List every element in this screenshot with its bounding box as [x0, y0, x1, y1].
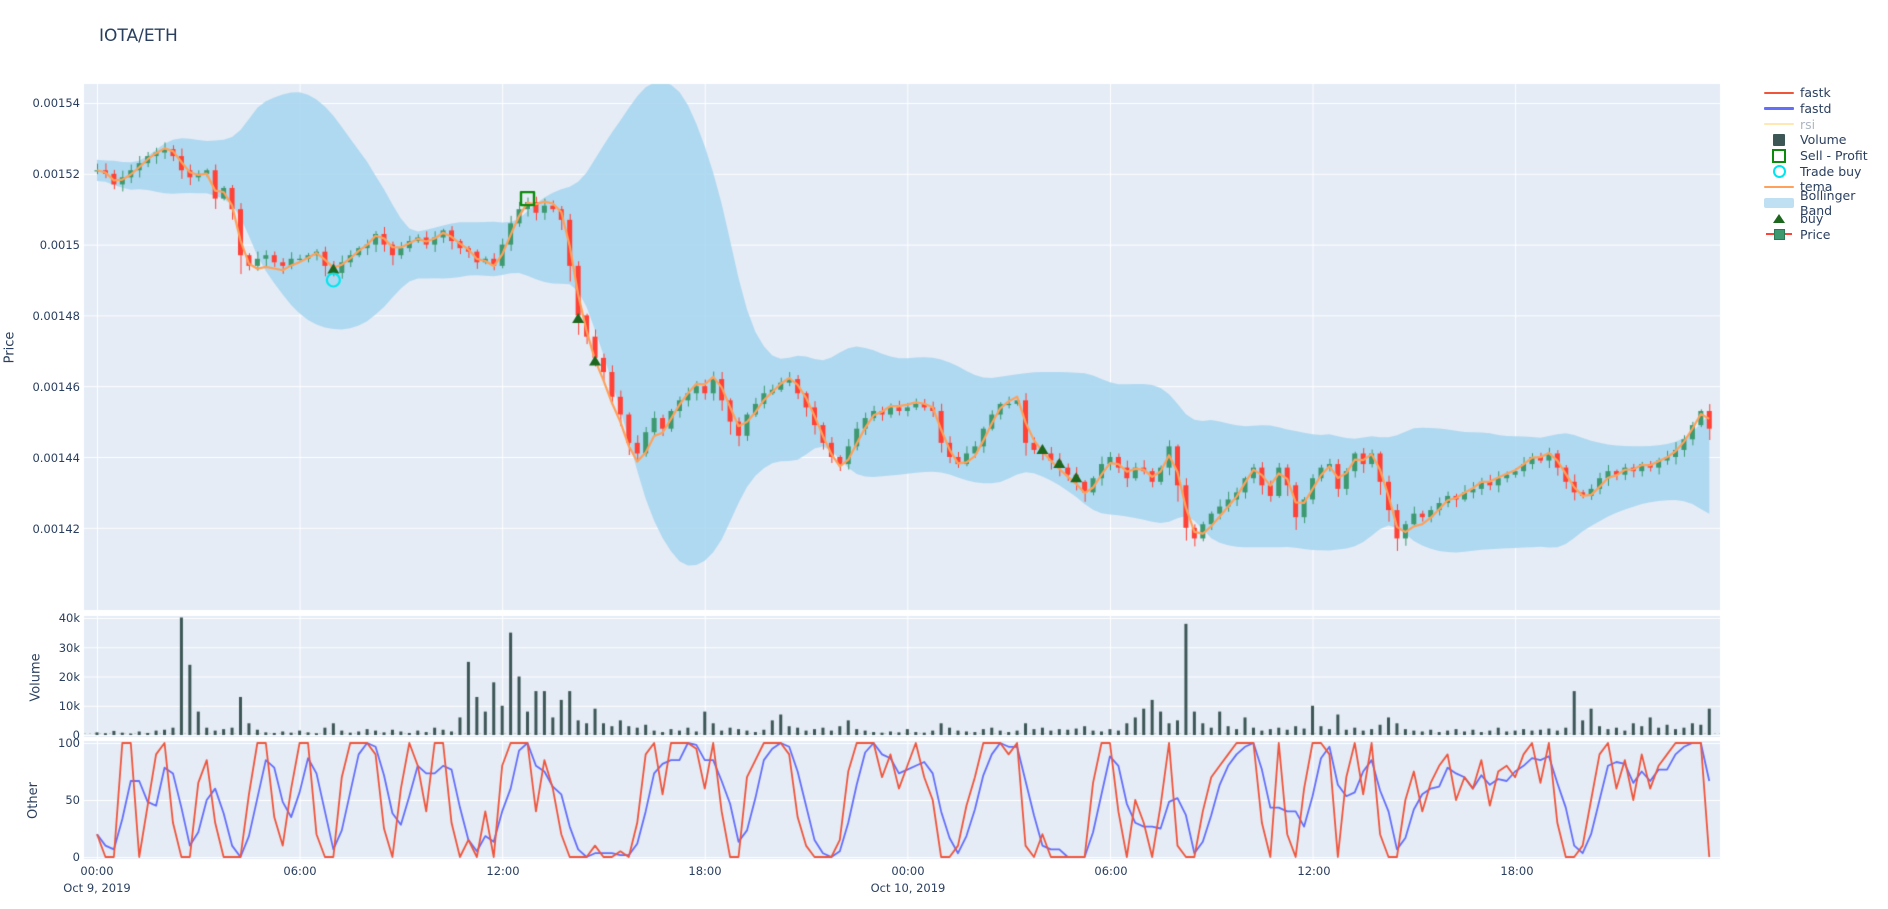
- fastd-line-icon: [1764, 107, 1794, 110]
- x-tick: 18:00: [688, 864, 722, 878]
- page-title: IOTA/ETH: [99, 26, 178, 46]
- legend-item-price[interactable]: Price: [1763, 226, 1888, 242]
- legend-item-bollinger-band[interactable]: Bollinger Band: [1763, 188, 1888, 218]
- other-axis-title: Other: [25, 782, 41, 819]
- bollinger-band-icon: [1764, 197, 1794, 208]
- price-ytick: 0.00152: [32, 167, 80, 181]
- legend-item-tema[interactable]: tema: [1763, 179, 1888, 195]
- legend-label: rsi: [1800, 116, 1816, 132]
- price-axis-title: Price: [2, 331, 18, 364]
- sell-profit-square-icon: [1772, 148, 1786, 163]
- legend-label: Volume: [1800, 132, 1847, 148]
- legend-label: Bollinger Band: [1800, 187, 1856, 218]
- price-ytick: 0.00154: [32, 96, 80, 110]
- legend-item-sell-profit[interactable]: Sell - Profit: [1763, 148, 1888, 164]
- tema-line-icon: [1764, 185, 1794, 189]
- x-date-label: Oct 10, 2019: [870, 881, 946, 895]
- legend-label: Price: [1800, 226, 1831, 242]
- price-ytick: 0.00142: [32, 522, 80, 536]
- legend-label: buy: [1800, 210, 1824, 226]
- legend-label: Sell - Profit: [1800, 148, 1868, 164]
- rsi-line-icon: [1764, 122, 1794, 126]
- legend-item-volume[interactable]: Volume: [1763, 132, 1888, 148]
- buy-triangle-icon: [1773, 213, 1785, 223]
- x-tick: 06:00: [1094, 864, 1128, 878]
- volume-ytick: 10k: [58, 699, 80, 713]
- legend-item-fastk[interactable]: fastk: [1763, 85, 1888, 101]
- volume-ytick: 20k: [58, 670, 80, 684]
- x-tick: 06:00: [283, 864, 317, 878]
- price-ytick: 0.00148: [32, 309, 80, 323]
- volume-ytick: 40k: [58, 611, 80, 625]
- x-tick: 18:00: [1500, 864, 1534, 878]
- other-ytick: 100: [58, 736, 80, 750]
- fastk-line-icon: [1764, 91, 1794, 95]
- legend-label: fastd: [1800, 101, 1832, 117]
- legend-label: tema: [1800, 179, 1833, 195]
- volume-axis-title: Volume: [28, 653, 44, 702]
- price-candle-icon: [1766, 228, 1792, 241]
- price-ytick: 0.0015: [39, 238, 80, 252]
- x-tick: 00:00: [891, 864, 925, 878]
- x-tick: 00:00: [80, 864, 114, 878]
- legend-label: fastk: [1800, 85, 1831, 101]
- legend-item-fastd[interactable]: fastd: [1763, 101, 1888, 117]
- price-ytick: 0.00144: [32, 451, 80, 465]
- x-tick: 12:00: [486, 864, 520, 878]
- volume-square-icon: [1773, 133, 1785, 146]
- price-ytick: 0.00146: [32, 380, 80, 394]
- x-date-label: Oct 9, 2019: [63, 881, 131, 895]
- volume-ytick: 0: [72, 728, 80, 742]
- legend: fastk fastd rsi Volume Sell - Profit Tra…: [1763, 85, 1888, 242]
- legend-item-buy[interactable]: buy: [1763, 211, 1888, 227]
- x-tick: 12:00: [1297, 864, 1331, 878]
- legend-item-rsi[interactable]: rsi: [1763, 116, 1888, 132]
- legend-label: Trade buy: [1800, 163, 1862, 179]
- other-ytick: 50: [65, 793, 80, 807]
- other-ytick: 0: [72, 850, 80, 864]
- legend-item-trade-buy[interactable]: Trade buy: [1763, 163, 1888, 179]
- volume-ytick: 30k: [58, 641, 80, 655]
- trade-buy-circle-icon: [1772, 164, 1786, 178]
